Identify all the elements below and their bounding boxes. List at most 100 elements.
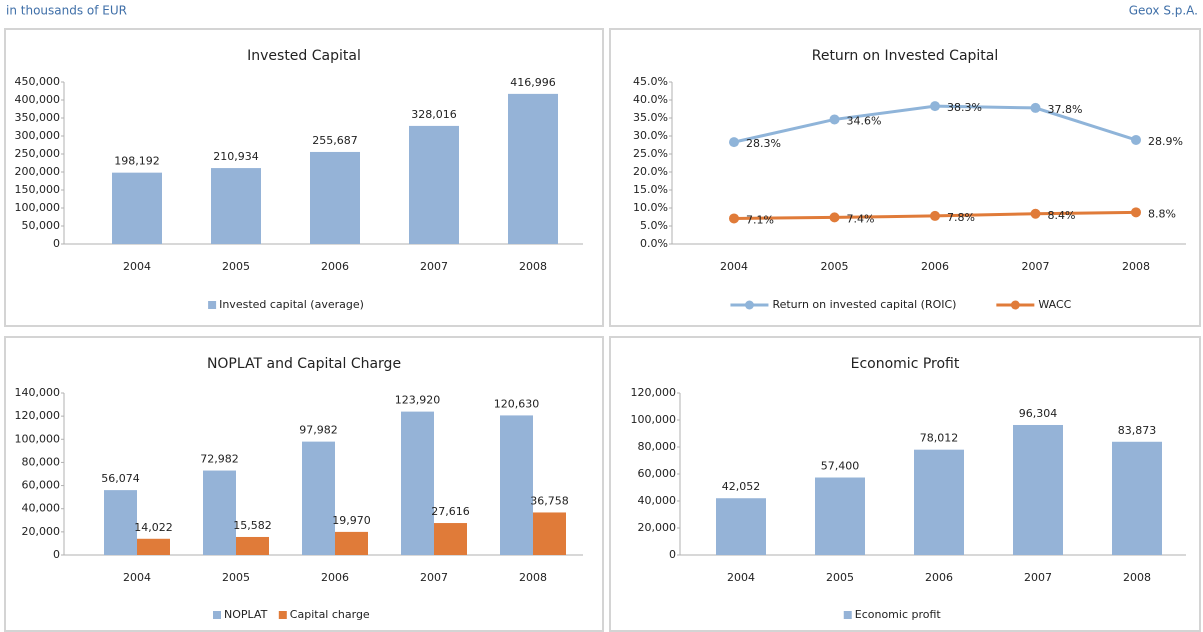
panel — [609, 336, 1201, 632]
panel — [4, 28, 604, 327]
marker — [1131, 207, 1141, 218]
y-tick-label: 5.0% — [640, 219, 668, 232]
legend-label: Capital charge — [290, 608, 370, 621]
legend-swatch — [213, 611, 221, 619]
legend-label: WACC — [1038, 298, 1071, 311]
bar — [716, 498, 766, 555]
legend-label: NOPLAT — [224, 608, 268, 621]
y-tick-label: 80,000 — [638, 440, 677, 453]
legend-swatch — [208, 301, 217, 309]
data-label: 57,400 — [821, 460, 860, 473]
legend-swatch — [744, 300, 754, 310]
data-label: 97,982 — [299, 424, 338, 437]
x-tick-label: 2008 — [1123, 571, 1151, 584]
y-tick-label: 35.0% — [633, 111, 668, 124]
data-label: 96,304 — [1019, 407, 1058, 420]
x-tick-label: 2008 — [519, 260, 547, 273]
x-tick-label: 2004 — [727, 571, 755, 584]
header-unit: in thousands of EUR — [6, 4, 127, 18]
bar — [434, 523, 467, 555]
legend-label: Invested capital (average) — [219, 298, 364, 311]
bar — [211, 168, 261, 244]
y-tick-label: 250,000 — [15, 147, 61, 160]
x-tick-label: 2005 — [826, 571, 854, 584]
y-tick-label: 40,000 — [638, 494, 677, 507]
marker — [729, 137, 739, 148]
data-label: 198,192 — [114, 155, 160, 168]
y-tick-label: 100,000 — [15, 201, 61, 214]
y-tick-label: 300,000 — [15, 129, 61, 142]
bar — [533, 512, 566, 555]
data-label: 14,022 — [134, 521, 173, 534]
data-label: 416,996 — [510, 76, 556, 89]
x-tick-label: 2007 — [420, 571, 448, 584]
chart-title: Economic Profit — [851, 356, 960, 372]
data-label: 7.1% — [746, 213, 774, 226]
x-tick-label: 2006 — [921, 260, 949, 273]
x-tick-label: 2008 — [519, 571, 547, 584]
data-label: 28.9% — [1148, 135, 1183, 148]
legend-swatch — [1010, 300, 1020, 310]
data-label: 27,616 — [431, 505, 470, 518]
data-label: 83,873 — [1118, 424, 1157, 437]
data-label: 36,758 — [530, 494, 569, 507]
y-tick-label: 120,000 — [631, 386, 677, 399]
x-tick-label: 2006 — [321, 260, 349, 273]
bar — [1013, 424, 1063, 555]
x-tick-label: 2006 — [321, 571, 349, 584]
x-tick-label: 2008 — [1122, 260, 1150, 273]
data-label: 123,920 — [395, 394, 441, 407]
data-label: 37.8% — [1048, 103, 1083, 116]
y-tick-label: 50,000 — [22, 219, 61, 232]
x-tick-label: 2004 — [720, 260, 748, 273]
data-label: 120,630 — [494, 397, 540, 410]
data-label: 7.4% — [847, 212, 875, 225]
y-tick-label: 350,000 — [15, 111, 61, 124]
marker — [1030, 102, 1041, 113]
bar — [508, 93, 558, 244]
y-tick-label: 400,000 — [15, 93, 61, 106]
legend-label: Return on invested capital (ROIC) — [772, 298, 956, 311]
x-tick-label: 2005 — [821, 260, 849, 273]
panel — [609, 28, 1201, 327]
marker — [1030, 208, 1041, 219]
legend-label: Economic profit — [855, 608, 942, 621]
y-tick-label: 0.0% — [640, 237, 668, 250]
chart-title: Invested Capital — [247, 48, 361, 64]
data-label: 8.8% — [1148, 207, 1176, 220]
data-label: 34.6% — [847, 114, 882, 127]
legend-swatch — [843, 611, 852, 619]
y-tick-label: 80,000 — [22, 455, 61, 468]
y-tick-label: 40,000 — [22, 502, 61, 515]
legend-swatch — [278, 611, 287, 619]
data-label: 328,016 — [411, 108, 457, 121]
y-tick-label: 25.0% — [633, 147, 668, 160]
marker — [829, 212, 840, 223]
y-tick-label: 60,000 — [638, 467, 677, 480]
y-tick-label: 20.0% — [633, 165, 668, 178]
header-company: Geox S.p.A. — [1129, 4, 1198, 18]
x-tick-label: 2006 — [925, 571, 953, 584]
data-label: 15,582 — [233, 519, 272, 532]
bar — [401, 411, 434, 555]
y-tick-label: 100,000 — [631, 413, 677, 426]
data-label: 42,052 — [722, 480, 761, 493]
x-tick-label: 2004 — [123, 571, 151, 584]
y-tick-label: 15.0% — [633, 183, 668, 196]
data-label: 56,074 — [101, 472, 140, 485]
y-tick-label: 0 — [53, 548, 60, 561]
y-tick-label: 45.0% — [633, 75, 668, 88]
y-tick-label: 30.0% — [633, 129, 668, 142]
data-label: 7.8% — [947, 211, 975, 224]
bar — [500, 415, 533, 555]
marker — [930, 101, 940, 112]
bar — [104, 490, 137, 555]
y-tick-label: 0 — [669, 548, 676, 561]
y-tick-label: 0 — [53, 237, 60, 250]
bar — [112, 172, 162, 244]
marker — [1131, 134, 1141, 145]
y-tick-label: 40.0% — [633, 93, 668, 106]
data-label: 210,934 — [213, 150, 259, 163]
bar — [409, 125, 459, 244]
